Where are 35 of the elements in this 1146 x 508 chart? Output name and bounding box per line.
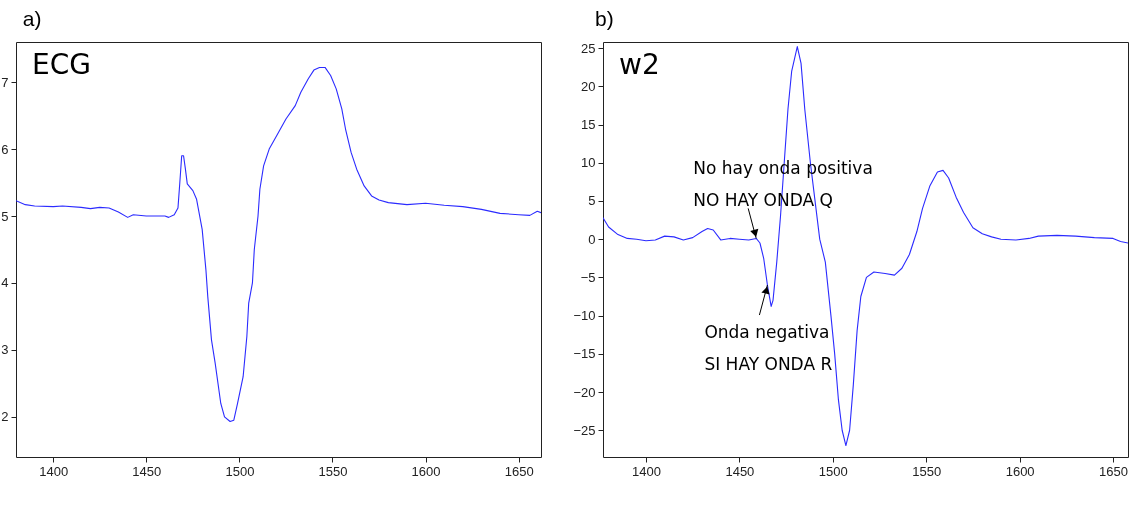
y-tick-label: 5	[588, 193, 596, 209]
x-tick-label: 1650	[504, 463, 534, 479]
y-tick-label: 4	[1, 275, 9, 291]
y-tick-label: 6	[1, 141, 9, 157]
x-tick-label: 1550	[912, 463, 942, 479]
y-tick-label: 20	[581, 78, 596, 94]
x-tick-label: 1550	[318, 463, 348, 479]
annotation: ECG	[32, 48, 91, 81]
y-tick-label: 25	[581, 40, 596, 56]
x-tick-label: 1450	[725, 463, 755, 479]
y-tick-label: −15	[573, 346, 596, 362]
x-tick-label: 1500	[818, 463, 848, 479]
y-tick-label: 15	[581, 117, 596, 133]
y-tick-label: 5	[1, 208, 9, 224]
x-tick-label: 1400	[39, 463, 69, 479]
y-tick-label: 7	[1, 74, 9, 90]
y-tick-label: 3	[1, 342, 9, 358]
annotation: Onda negativa SI HAY ONDA R	[704, 322, 833, 375]
chart-title: a)	[22, 7, 42, 30]
chart-title: b)	[594, 7, 614, 30]
y-tick-label: 0	[588, 231, 596, 247]
y-tick-label: −10	[573, 308, 596, 324]
line-series	[603, 46, 1128, 447]
x-tick-label: 1600	[1005, 463, 1035, 479]
x-tick-label: 1400	[632, 463, 661, 479]
x-tick-label: 1650	[1099, 463, 1129, 479]
x-tick-label: 1450	[132, 463, 162, 479]
y-tick-label: 2	[1, 409, 9, 425]
y-tick-label: −5	[580, 269, 596, 285]
annotation: w2	[619, 48, 660, 81]
y-tick-label: −20	[573, 384, 596, 400]
y-tick-label: −25	[573, 422, 596, 438]
x-tick-label: 1600	[411, 463, 441, 479]
x-tick-label: 1500	[225, 463, 255, 479]
y-tick-label: 10	[581, 155, 596, 171]
